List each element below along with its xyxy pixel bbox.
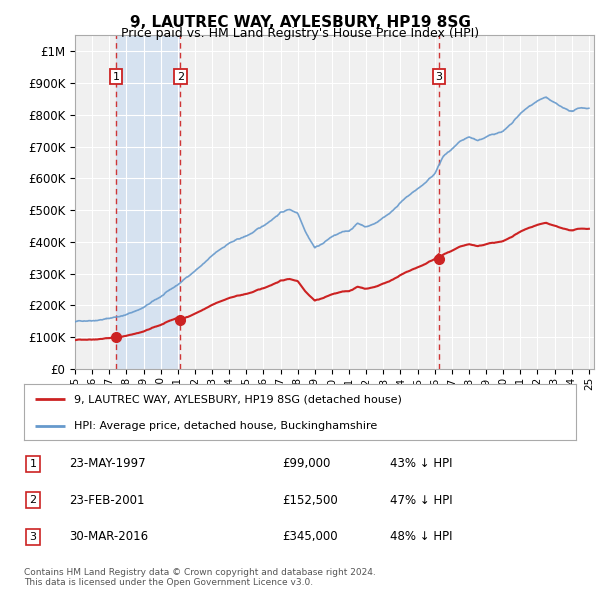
Text: 48% ↓ HPI: 48% ↓ HPI <box>390 530 452 543</box>
Text: HPI: Average price, detached house, Buckinghamshire: HPI: Average price, detached house, Buck… <box>74 421 377 431</box>
Text: 1: 1 <box>29 459 37 468</box>
Text: 3: 3 <box>29 532 37 542</box>
Text: 2: 2 <box>177 71 184 81</box>
Text: £152,500: £152,500 <box>282 494 338 507</box>
Text: 43% ↓ HPI: 43% ↓ HPI <box>390 457 452 470</box>
Text: 9, LAUTREC WAY, AYLESBURY, HP19 8SG: 9, LAUTREC WAY, AYLESBURY, HP19 8SG <box>130 15 470 30</box>
Text: 1: 1 <box>112 71 119 81</box>
Bar <box>116 35 181 369</box>
Text: 23-MAY-1997: 23-MAY-1997 <box>69 457 146 470</box>
Text: 47% ↓ HPI: 47% ↓ HPI <box>390 494 452 507</box>
Text: 3: 3 <box>436 71 442 81</box>
Text: Price paid vs. HM Land Registry's House Price Index (HPI): Price paid vs. HM Land Registry's House … <box>121 27 479 40</box>
Text: 23-FEB-2001: 23-FEB-2001 <box>69 494 145 507</box>
Text: Contains HM Land Registry data © Crown copyright and database right 2024.
This d: Contains HM Land Registry data © Crown c… <box>24 568 376 587</box>
Text: 30-MAR-2016: 30-MAR-2016 <box>69 530 148 543</box>
Text: £345,000: £345,000 <box>282 530 338 543</box>
Text: £99,000: £99,000 <box>282 457 331 470</box>
Text: 2: 2 <box>29 496 37 505</box>
Text: 9, LAUTREC WAY, AYLESBURY, HP19 8SG (detached house): 9, LAUTREC WAY, AYLESBURY, HP19 8SG (det… <box>74 394 401 404</box>
